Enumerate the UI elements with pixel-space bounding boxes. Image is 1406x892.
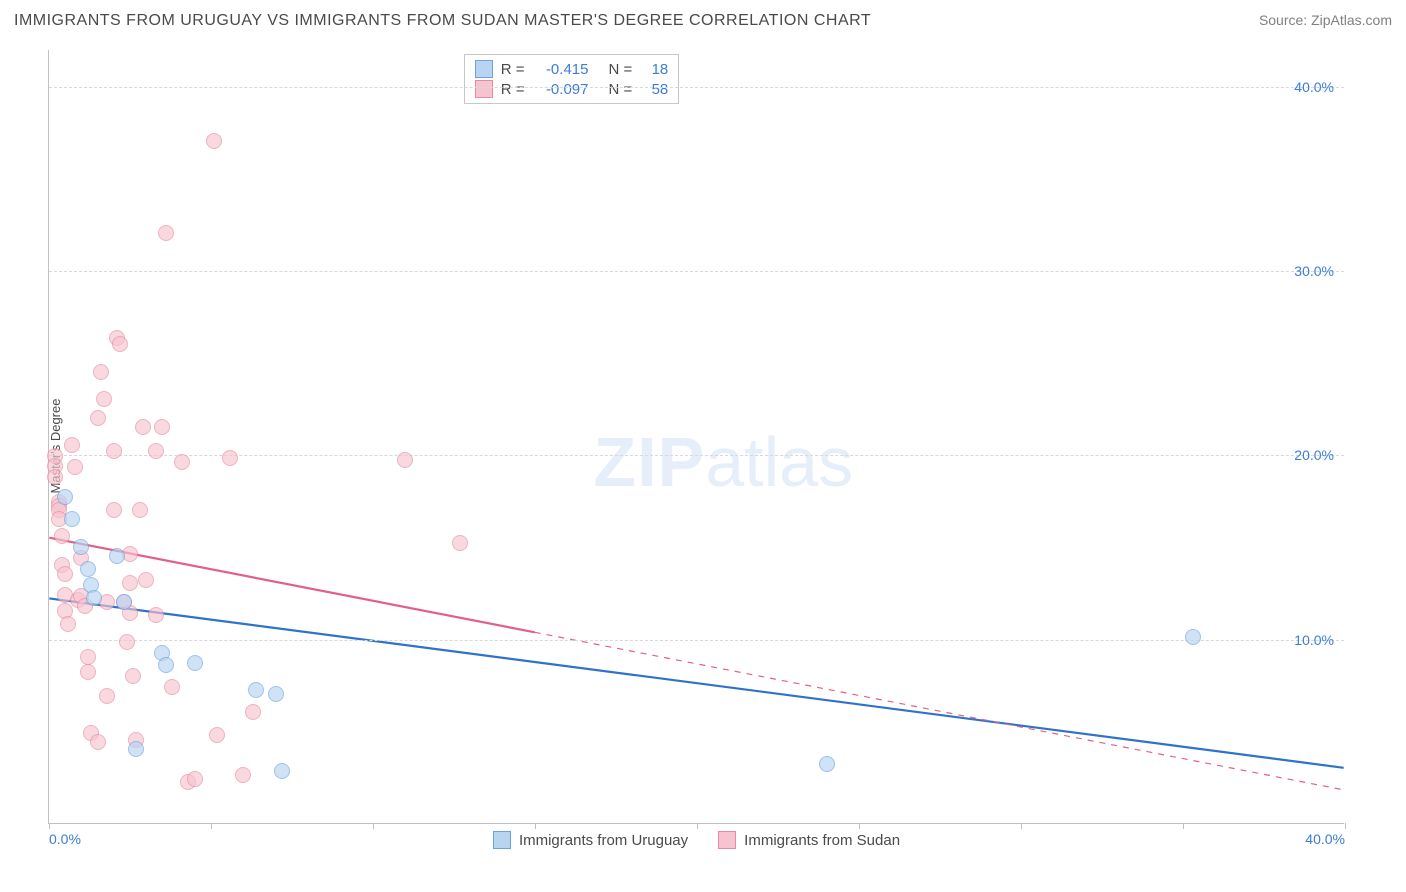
source-label: Source: ZipAtlas.com bbox=[1259, 12, 1392, 28]
scatter-point bbox=[57, 566, 73, 582]
n-value: 18 bbox=[640, 61, 668, 78]
scatter-point bbox=[154, 419, 170, 435]
scatter-point bbox=[64, 437, 80, 453]
legend-swatch bbox=[718, 831, 736, 849]
series-legend-item: Immigrants from Sudan bbox=[718, 831, 900, 849]
x-tick-label: 40.0% bbox=[1305, 831, 1345, 847]
gridline bbox=[49, 455, 1344, 456]
scatter-point bbox=[148, 443, 164, 459]
scatter-point bbox=[174, 454, 190, 470]
scatter-point bbox=[274, 763, 290, 779]
series-legend: Immigrants from Uruguay Immigrants from S… bbox=[49, 831, 1344, 849]
scatter-point bbox=[164, 679, 180, 695]
scatter-point bbox=[1185, 629, 1201, 645]
x-tick-mark bbox=[697, 823, 698, 829]
r-label: R = bbox=[501, 61, 525, 78]
x-tick-mark bbox=[373, 823, 374, 829]
chart-title: IMMIGRANTS FROM URUGUAY VS IMMIGRANTS FR… bbox=[14, 12, 871, 30]
scatter-point bbox=[80, 561, 96, 577]
series-legend-item: Immigrants from Uruguay bbox=[493, 831, 688, 849]
r-label: R = bbox=[501, 81, 525, 98]
scatter-point bbox=[248, 682, 264, 698]
gridline bbox=[49, 271, 1344, 272]
scatter-point bbox=[819, 756, 835, 772]
y-tick-label: 40.0% bbox=[1294, 79, 1334, 95]
scatter-point bbox=[122, 575, 138, 591]
legend-swatch bbox=[475, 80, 493, 98]
scatter-point bbox=[47, 469, 63, 485]
scatter-point bbox=[135, 419, 151, 435]
watermark-bold: ZIP bbox=[593, 423, 705, 501]
scatter-point bbox=[109, 548, 125, 564]
y-tick-label: 30.0% bbox=[1294, 263, 1334, 279]
trend-lines-layer bbox=[49, 50, 1344, 823]
plot-area: ZIPatlas R =-0.415N =18R =-0.097N =58 Im… bbox=[48, 50, 1344, 824]
n-label: N = bbox=[608, 81, 632, 98]
scatter-point bbox=[209, 727, 225, 743]
scatter-point bbox=[119, 634, 135, 650]
x-tick-label: 0.0% bbox=[49, 831, 81, 847]
scatter-point bbox=[106, 502, 122, 518]
gridline bbox=[49, 87, 1344, 88]
legend-swatch bbox=[475, 60, 493, 78]
x-tick-mark bbox=[1021, 823, 1022, 829]
scatter-point bbox=[148, 607, 164, 623]
scatter-point bbox=[54, 528, 70, 544]
x-tick-mark bbox=[859, 823, 860, 829]
watermark: ZIPatlas bbox=[593, 422, 853, 502]
scatter-point bbox=[187, 771, 203, 787]
x-tick-mark bbox=[1183, 823, 1184, 829]
scatter-point bbox=[187, 655, 203, 671]
scatter-point bbox=[57, 489, 73, 505]
scatter-point bbox=[73, 539, 89, 555]
scatter-point bbox=[96, 391, 112, 407]
r-value: -0.097 bbox=[532, 81, 588, 98]
scatter-point bbox=[80, 649, 96, 665]
stats-legend-row: R = -0.415 N = 18 bbox=[475, 59, 669, 79]
scatter-point bbox=[132, 502, 148, 518]
scatter-point bbox=[452, 535, 468, 551]
legend-swatch bbox=[493, 831, 511, 849]
r-value: -0.415 bbox=[532, 61, 588, 78]
scatter-point bbox=[99, 688, 115, 704]
scatter-point bbox=[158, 225, 174, 241]
scatter-point bbox=[158, 657, 174, 673]
scatter-point bbox=[235, 767, 251, 783]
series-name: Immigrants from Uruguay bbox=[519, 832, 688, 849]
n-value: 58 bbox=[640, 81, 668, 98]
x-tick-mark bbox=[211, 823, 212, 829]
scatter-point bbox=[80, 664, 96, 680]
stats-legend-row: R = -0.097 N = 58 bbox=[475, 79, 669, 99]
stats-legend: R = -0.415 N = 18 R = -0.097 N = 58 bbox=[464, 54, 680, 104]
watermark-rest: atlas bbox=[705, 423, 853, 501]
y-tick-label: 20.0% bbox=[1294, 447, 1334, 463]
scatter-point bbox=[86, 590, 102, 606]
scatter-point bbox=[93, 364, 109, 380]
series-name: Immigrants from Sudan bbox=[744, 832, 900, 849]
scatter-point bbox=[206, 133, 222, 149]
trend-line-dashed bbox=[535, 632, 1344, 790]
scatter-point bbox=[90, 734, 106, 750]
n-label: N = bbox=[608, 61, 632, 78]
x-tick-mark bbox=[1345, 823, 1346, 829]
scatter-point bbox=[116, 594, 132, 610]
trend-line-solid bbox=[49, 598, 1343, 767]
scatter-point bbox=[268, 686, 284, 702]
scatter-point bbox=[125, 668, 141, 684]
scatter-point bbox=[397, 452, 413, 468]
gridline bbox=[49, 640, 1344, 641]
x-tick-mark bbox=[535, 823, 536, 829]
scatter-point bbox=[112, 336, 128, 352]
y-tick-label: 10.0% bbox=[1294, 632, 1334, 648]
scatter-point bbox=[90, 410, 106, 426]
scatter-point bbox=[60, 616, 76, 632]
scatter-point bbox=[106, 443, 122, 459]
scatter-point bbox=[67, 459, 83, 475]
scatter-point bbox=[128, 741, 144, 757]
scatter-point bbox=[138, 572, 154, 588]
scatter-point bbox=[222, 450, 238, 466]
scatter-point bbox=[245, 704, 261, 720]
scatter-point bbox=[64, 511, 80, 527]
x-tick-mark bbox=[49, 823, 50, 829]
